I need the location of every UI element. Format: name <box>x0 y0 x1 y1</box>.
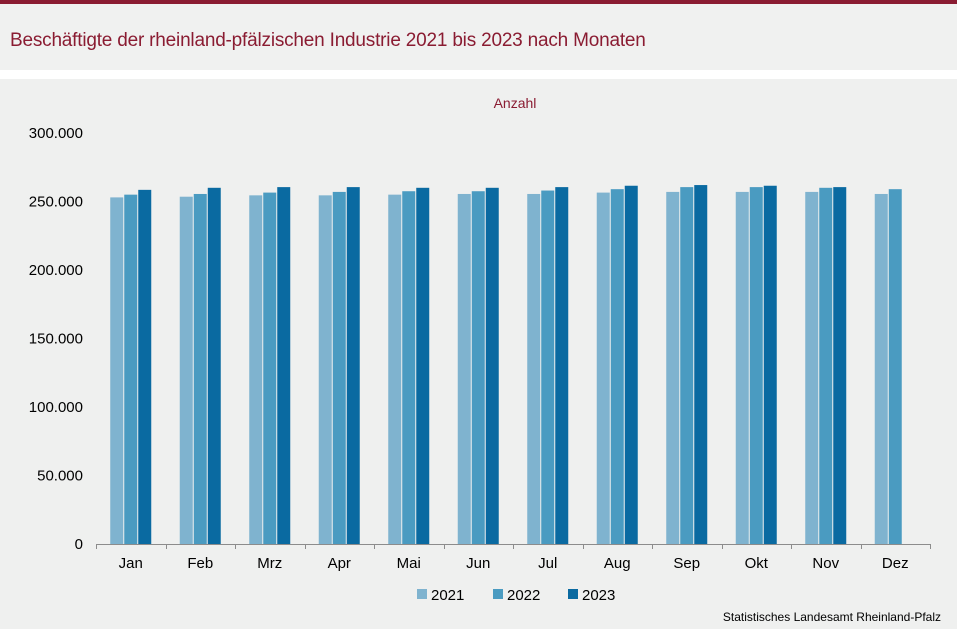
y-tick-label: 200.000 <box>29 262 83 279</box>
x-axis: Jan Feb Mrz Apr Mai Jun Jul Aug Sep Okt Nov Dez <box>96 544 931 572</box>
bar-2023-Jul <box>555 187 569 545</box>
bar-2021-Nov <box>805 191 819 544</box>
bar-2021-Aug <box>596 192 610 544</box>
bar-2022-Feb <box>193 193 207 544</box>
legend-label-2021: 2021 <box>431 587 464 604</box>
top-accent-bar <box>0 0 957 4</box>
unit-label: Anzahl <box>494 95 537 111</box>
legend-swatch-2021 <box>417 589 427 599</box>
y-tick-label: 0 <box>75 536 83 553</box>
bar-2022-Jan <box>124 194 138 544</box>
bar-2021-Mrz <box>249 195 263 544</box>
bar-2021-Dez <box>874 193 888 544</box>
x-tick-label: Aug <box>604 555 631 572</box>
legend-label-2023: 2023 <box>582 587 615 604</box>
bar-2021-Jun <box>457 193 471 544</box>
bar-2021-Sep <box>666 191 680 544</box>
bar-2023-Okt <box>763 185 777 544</box>
x-tick-label: Nov <box>812 555 839 572</box>
bar-2023-Jan <box>138 189 152 545</box>
x-tick-label: Dez <box>882 555 909 572</box>
bar-2021-Apr <box>318 195 332 544</box>
separator <box>0 70 957 79</box>
bar-2023-Sep <box>694 185 708 544</box>
legend-swatch-2022 <box>493 589 503 599</box>
bar-2022-Dez <box>888 189 902 545</box>
y-axis: 0 50.000 100.000 150.000 200.000 250.000 300.0… <box>29 125 83 553</box>
y-tick-label: 150.000 <box>29 331 83 348</box>
bar-2023-Apr <box>346 187 360 545</box>
bar-2021-Okt <box>735 191 749 544</box>
legend: 2021 2022 2023 <box>417 587 615 604</box>
source-note: Statistisches Landesamt Rheinland-Pfalz <box>722 610 941 624</box>
bar-2021-Feb <box>179 196 193 544</box>
bar-2021-Mai <box>388 194 402 544</box>
bar-2023-Mrz <box>277 187 291 545</box>
x-tick-label: Mai <box>397 555 421 572</box>
bar-2022-Aug <box>610 189 624 545</box>
bar-2023-Nov <box>833 187 847 545</box>
page-title: Beschäftigte der rheinland-pfälzischen I… <box>10 30 646 51</box>
x-tick-label: Sep <box>673 555 700 572</box>
bar-2021-Jul <box>527 193 541 544</box>
bar-2021-Jan <box>110 197 124 544</box>
bar-2022-Nov <box>819 187 833 545</box>
bar-2022-Jul <box>541 190 555 545</box>
title-band: Beschäftigte der rheinland-pfälzischen I… <box>0 4 957 70</box>
bar-2022-Mrz <box>263 192 277 544</box>
y-tick-label: 250.000 <box>29 194 83 211</box>
bar-2022-Okt <box>749 187 763 545</box>
bars-group <box>110 185 902 545</box>
bar-2022-Jun <box>471 191 485 544</box>
x-tick-label: Feb <box>187 555 213 572</box>
x-tick-label: Mrz <box>257 555 282 572</box>
y-tick-label: 100.000 <box>29 399 83 416</box>
bar-2023-Aug <box>624 185 638 544</box>
bar-2023-Jun <box>485 187 499 545</box>
x-tick-label: Jul <box>538 555 557 572</box>
bar-2022-Mai <box>402 191 416 544</box>
legend-label-2022: 2022 <box>507 587 540 604</box>
x-tick-label: Jun <box>466 555 490 572</box>
bar-2022-Sep <box>680 187 694 545</box>
bar-2022-Apr <box>332 191 346 544</box>
x-tick-label: Jan <box>119 555 143 572</box>
bar-2023-Mai <box>416 187 430 545</box>
legend-swatch-2023 <box>568 589 578 599</box>
y-tick-label: 50.000 <box>37 468 83 485</box>
x-tick-label: Apr <box>328 555 351 572</box>
bar-2023-Feb <box>207 187 221 545</box>
y-tick-label: 300.000 <box>29 125 83 142</box>
x-tick-label: Okt <box>745 555 769 572</box>
